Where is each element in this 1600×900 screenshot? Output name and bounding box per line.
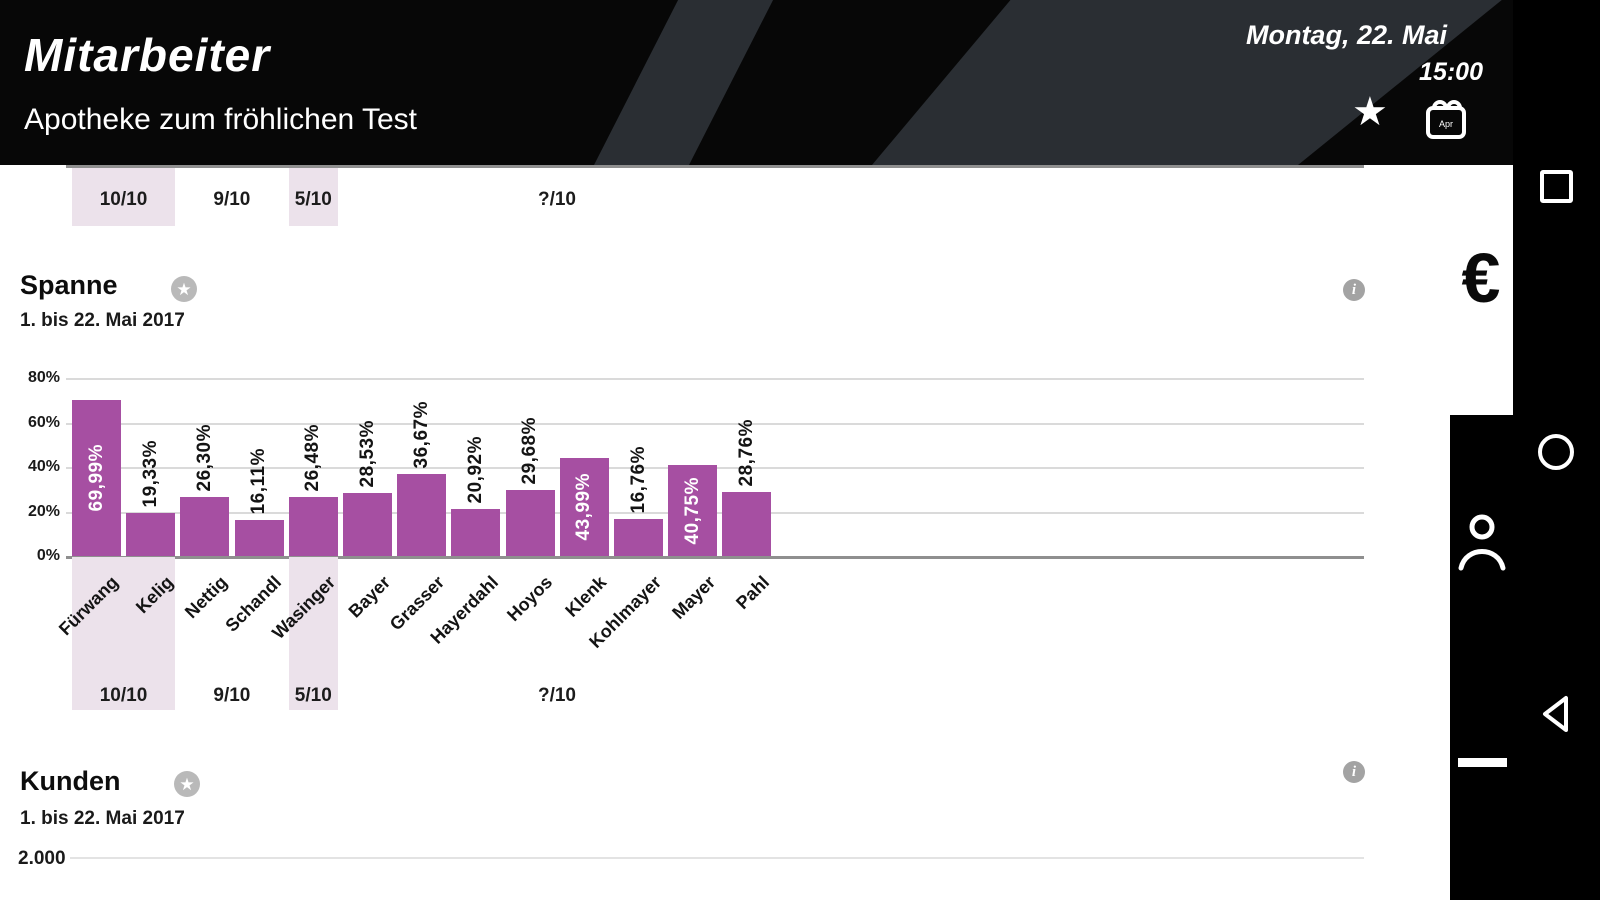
group-highlight-band	[288, 168, 338, 226]
y-axis-tick: 80%	[27, 369, 60, 386]
euro-icon: €	[1461, 239, 1501, 317]
bar-value-label: 43,99%	[573, 473, 595, 541]
info-icon[interactable]: i	[1343, 279, 1365, 301]
favorite-badge-icon[interactable]: ★	[174, 771, 200, 797]
group-label: 5/10	[294, 189, 332, 210]
pharmacy-name: Apotheke zum fröhlichen Test	[24, 103, 418, 136]
tab-employees[interactable]	[1457, 510, 1507, 579]
group-label: ?/10	[537, 685, 577, 706]
bar-value-label: 69,99%	[85, 444, 107, 512]
category-label: Klenk	[561, 572, 611, 621]
bar[interactable]	[505, 490, 555, 556]
section-title-kunden: Kunden	[20, 766, 121, 796]
bar[interactable]	[288, 497, 338, 556]
app-header: Mitarbeiter Apotheke zum fröhlichen Test…	[0, 0, 1513, 165]
current-time: 15:00	[1419, 58, 1483, 86]
bar[interactable]	[126, 513, 176, 556]
right-toolbar	[1450, 415, 1513, 900]
header-decoration-stripe	[594, 0, 781, 165]
group-highlight-band	[288, 557, 338, 710]
kunden-gridline	[70, 857, 1364, 859]
bar-value-label: 29,68%	[519, 416, 541, 484]
person-icon	[1458, 514, 1506, 571]
group-label: ?/10	[537, 189, 577, 210]
svg-text:Apr: Apr	[1439, 119, 1453, 129]
axis-line	[66, 165, 1364, 168]
bar-value-label: 16,11%	[248, 447, 270, 514]
bar[interactable]	[397, 474, 447, 556]
current-date: Montag, 22. Mai	[1245, 20, 1447, 50]
group-highlight-band	[72, 168, 175, 226]
group-label: 10/10	[99, 189, 148, 210]
recents-square-icon[interactable]	[1540, 170, 1573, 203]
y-axis-tick: 20%	[27, 503, 60, 520]
category-label: Pahl	[732, 572, 774, 614]
bar[interactable]	[343, 493, 392, 556]
y-axis-tick: 0%	[36, 547, 60, 564]
bar[interactable]	[614, 519, 663, 556]
gridline	[66, 423, 1364, 425]
date-range-spanne: 1. bis 22. Mai 2017	[20, 310, 185, 331]
bar-value-label: 20,92%	[464, 435, 486, 503]
back-triangle-icon[interactable]	[1540, 694, 1572, 739]
bar-value-label: 36,67%	[410, 400, 432, 468]
bar-value-label: 26,30%	[193, 423, 215, 491]
bar-value-label: 28,76%	[735, 418, 757, 486]
bar[interactable]	[451, 509, 501, 556]
group-label: 9/10	[213, 685, 251, 706]
bar[interactable]	[180, 497, 230, 556]
bar-value-label: 28,53%	[356, 419, 378, 487]
favorite-badge-icon[interactable]: ★	[171, 276, 197, 302]
page-title: Mitarbeiter	[24, 29, 271, 81]
bar[interactable]	[722, 492, 772, 556]
bar[interactable]: 69,99%	[72, 400, 121, 556]
section-title-spanne: Spanne	[20, 270, 118, 300]
bar-value-label: 19,33%	[139, 439, 161, 507]
tab-finance[interactable]: €	[1449, 165, 1513, 415]
bar[interactable]: 43,99%	[559, 458, 609, 556]
calendar-icon[interactable]: Apr	[1424, 99, 1468, 148]
x-axis-line	[66, 556, 1364, 559]
date-range-kunden: 1. bis 22. Mai 2017	[20, 808, 185, 829]
bar-value-label: 16,76%	[627, 445, 649, 513]
kunden-axis-tick: 2.000	[18, 848, 66, 869]
bar-value-label: 40,75%	[681, 476, 703, 545]
main-content[interactable]: 10/10 9/10 5/10 ?/10 Spanne ★ i 1. bis 22. …	[0, 165, 1450, 900]
group-highlight-band	[72, 557, 175, 710]
y-axis-tick: 40%	[27, 458, 60, 475]
android-navbar	[1513, 0, 1600, 900]
bar[interactable]	[234, 520, 284, 556]
bar[interactable]: 40,75%	[668, 465, 718, 556]
gridline	[66, 378, 1364, 380]
y-axis-tick: 60%	[27, 414, 60, 431]
favorite-star-icon[interactable]: ★	[1352, 90, 1388, 134]
group-label: 10/10	[99, 685, 148, 706]
group-label: 9/10	[213, 189, 251, 210]
bar-value-label: 26,48%	[302, 423, 324, 491]
group-label: 5/10	[294, 685, 332, 706]
home-circle-icon[interactable]	[1538, 434, 1574, 470]
info-icon[interactable]: i	[1343, 761, 1365, 783]
